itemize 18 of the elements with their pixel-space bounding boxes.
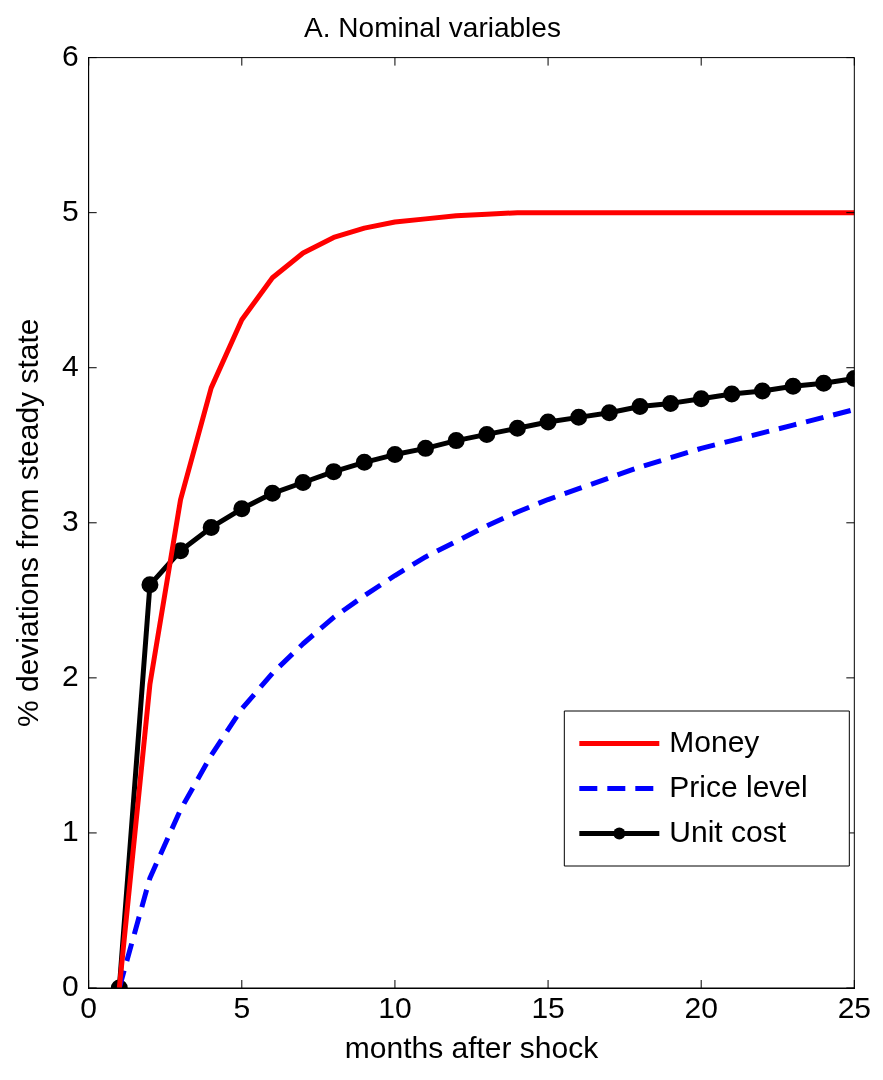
x-tick-label: 10: [378, 991, 412, 1025]
y-tick-label: 1: [62, 814, 79, 848]
y-tick-label: 5: [62, 193, 79, 227]
y-tick-label: 4: [62, 349, 79, 382]
y-tick-label: 3: [62, 504, 79, 538]
legend-label: Price level: [669, 769, 808, 803]
y-axis-title: % deviations from steady state: [11, 318, 45, 728]
y-tick-label: 0: [62, 969, 79, 1003]
x-tick-label: 15: [531, 991, 565, 1025]
y-tick-label: 2: [62, 659, 79, 693]
legend-label: Money: [669, 724, 760, 758]
y-tick-label: 6: [62, 38, 79, 72]
chart-title: A. Nominal variables: [304, 11, 561, 43]
legend-label: Unit cost: [669, 814, 787, 848]
x-tick-label: 25: [837, 991, 871, 1025]
x-axis-title: months after shock: [344, 1031, 600, 1065]
x-tick-label: 20: [684, 991, 718, 1025]
x-tick-label: 5: [233, 991, 251, 1025]
